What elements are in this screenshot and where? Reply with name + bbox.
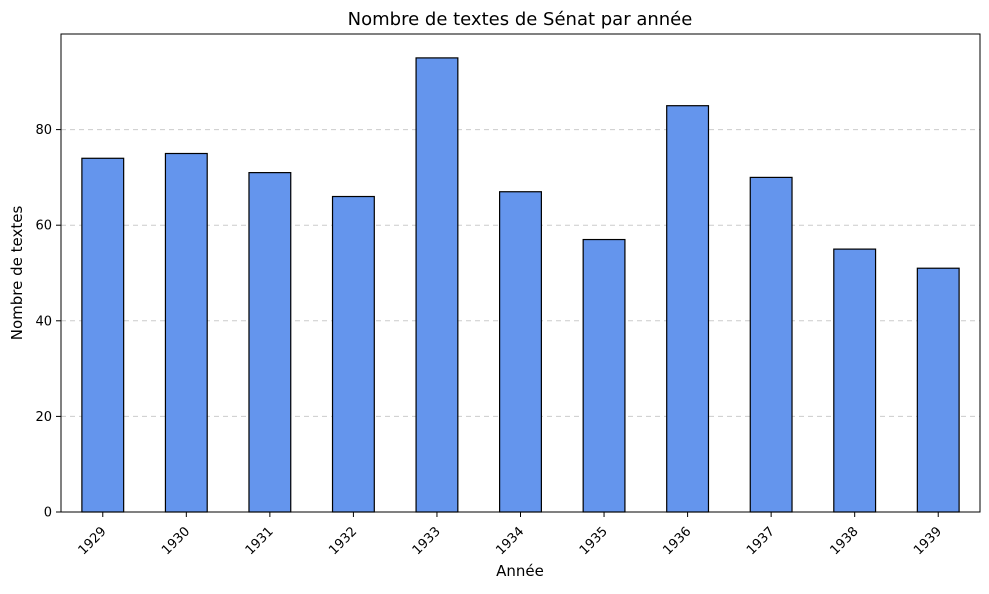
- x-tick-label: 1933: [410, 524, 444, 558]
- x-tick-label: 1930: [159, 524, 193, 558]
- bar-1938: [833, 248, 877, 513]
- chart-title: Nombre de textes de Sénat par année: [348, 9, 693, 30]
- x-tick-label: 1932: [326, 524, 360, 558]
- x-tick-label: 1937: [744, 524, 778, 558]
- y-axis-label: Nombre de textes: [8, 206, 26, 341]
- y-tick-label: 0: [44, 506, 52, 521]
- x-axis-label: Année: [496, 562, 544, 580]
- bar-1934: [499, 191, 542, 513]
- y-tick-label: 40: [35, 314, 52, 329]
- x-tick-label: 1931: [243, 524, 277, 558]
- y-tick-label: 80: [35, 123, 52, 138]
- y-tick-label: 60: [35, 219, 52, 234]
- bar-1930: [164, 152, 208, 513]
- y-tick-label: 20: [35, 410, 52, 425]
- bar-1933: [415, 57, 459, 513]
- bar-1931: [248, 172, 292, 513]
- bar-1932: [331, 195, 375, 513]
- x-tick-label: 1935: [577, 524, 611, 558]
- bar-1936: [666, 105, 710, 513]
- bar-1929: [81, 157, 125, 513]
- bar-1935: [582, 238, 626, 513]
- x-tick-label: 1934: [493, 524, 527, 558]
- bar-1939: [916, 267, 960, 513]
- x-tick-label: 1929: [76, 524, 110, 558]
- x-tick-label: 1936: [660, 524, 694, 558]
- x-axis-ticks: 1929 1930 1931 1932 1933 1934 1935 1936 1937 1938…: [76, 512, 945, 558]
- bars: [81, 57, 960, 513]
- y-axis-ticks: 0 20 40 60 80: [35, 123, 61, 521]
- bar-1937: [749, 176, 793, 513]
- x-tick-label: 1939: [911, 524, 945, 558]
- x-tick-label: 1938: [828, 524, 862, 558]
